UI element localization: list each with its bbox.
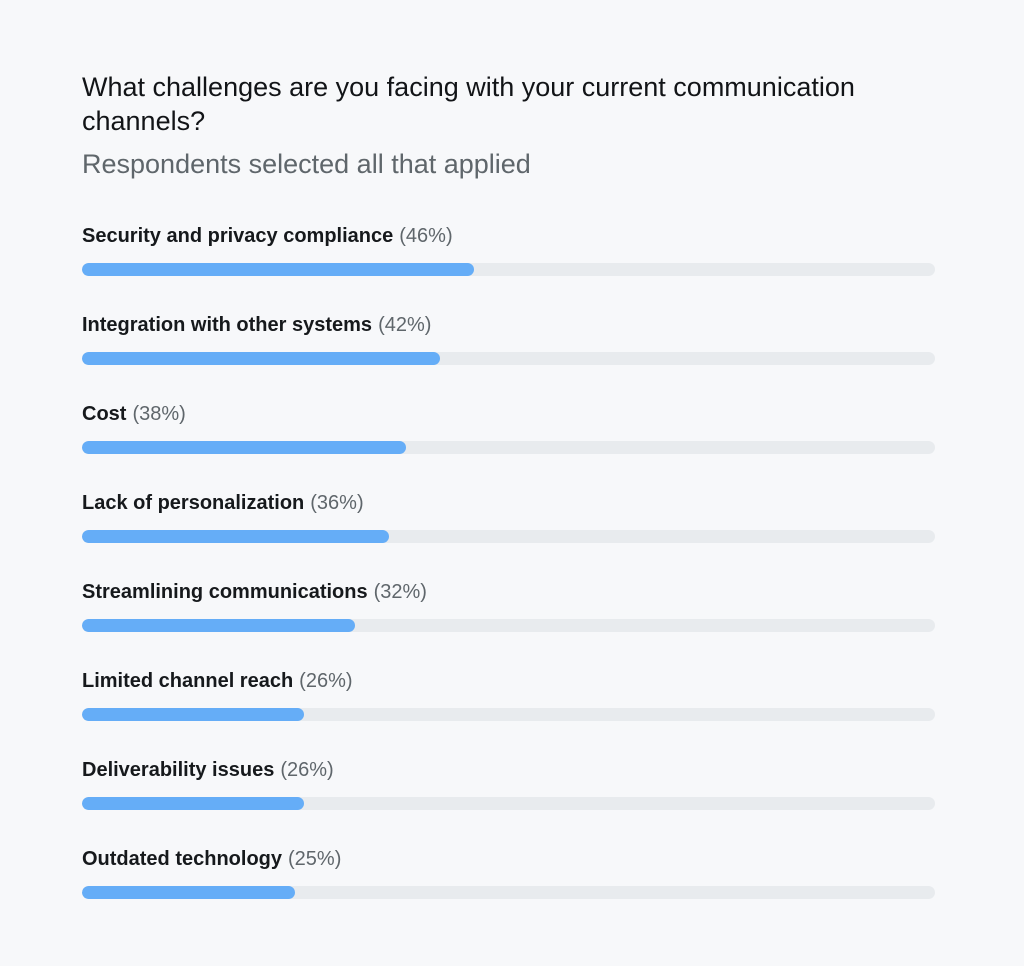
bar-row: Integration with other systems (42%): [82, 311, 935, 400]
bar-label: Integration with other systems (42%): [82, 311, 431, 339]
bar-label: Streamlining communications (32%): [82, 578, 427, 606]
chart-subtitle: Respondents selected all that applied: [82, 149, 531, 179]
bar-fill: [82, 619, 355, 632]
category-label: Integration with other systems: [82, 314, 373, 336]
bar-fill: [82, 886, 296, 899]
bar-row: Streamlining communications (32%): [82, 578, 935, 667]
bar-track: [82, 441, 935, 454]
bar-fill: [82, 441, 407, 454]
bar-label: Deliverability issues (26%): [82, 756, 334, 784]
bar-fill: [82, 708, 304, 721]
percent-label: (46%): [399, 225, 453, 247]
percent-label: (36%): [310, 492, 364, 514]
bar-label: Limited channel reach (26%): [82, 667, 353, 695]
category-label: Cost: [82, 403, 127, 425]
bar-row: Cost (38%): [82, 400, 935, 489]
bar-track: [82, 352, 935, 365]
bar-track: [82, 708, 935, 721]
bar-row: Deliverability issues (26%): [82, 756, 935, 845]
bar-row: Outdated technology (25%): [82, 845, 935, 934]
bar-track: [82, 530, 935, 543]
category-label: Streamlining communications: [82, 581, 368, 603]
bar-label: Cost (38%): [82, 400, 186, 428]
bar-row: Security and privacy compliance (46%): [82, 222, 935, 311]
bar-fill: [82, 263, 475, 276]
category-label: Outdated technology: [82, 848, 282, 870]
percent-label: (38%): [132, 403, 186, 425]
category-label: Security and privacy compliance: [82, 225, 394, 247]
chart-title: What challenges are you facing with your…: [82, 72, 855, 136]
bar-row: Lack of personalization (36%): [82, 489, 935, 578]
category-label: Lack of personalization: [82, 492, 305, 514]
bar-list: Security and privacy compliance (46%) Inte…: [82, 222, 935, 934]
bar-fill: [82, 530, 390, 543]
bar-row: Limited channel reach (26%): [82, 667, 935, 756]
category-label: Deliverability issues: [82, 759, 275, 781]
bar-track: [82, 886, 935, 899]
bar-fill: [82, 797, 304, 810]
percent-label: (26%): [280, 759, 334, 781]
category-label: Limited channel reach: [82, 670, 294, 692]
bar-label: Outdated technology (25%): [82, 845, 341, 873]
percent-label: (32%): [373, 581, 427, 603]
bar-track: [82, 797, 935, 810]
bar-track: [82, 619, 935, 632]
bar-label: Lack of personalization (36%): [82, 489, 364, 517]
percent-label: (25%): [288, 848, 342, 870]
percent-label: (42%): [378, 314, 432, 336]
bar-label: Security and privacy compliance (46%): [82, 222, 453, 250]
bar-track: [82, 263, 935, 276]
percent-label: (26%): [299, 670, 353, 692]
bar-fill: [82, 352, 441, 365]
